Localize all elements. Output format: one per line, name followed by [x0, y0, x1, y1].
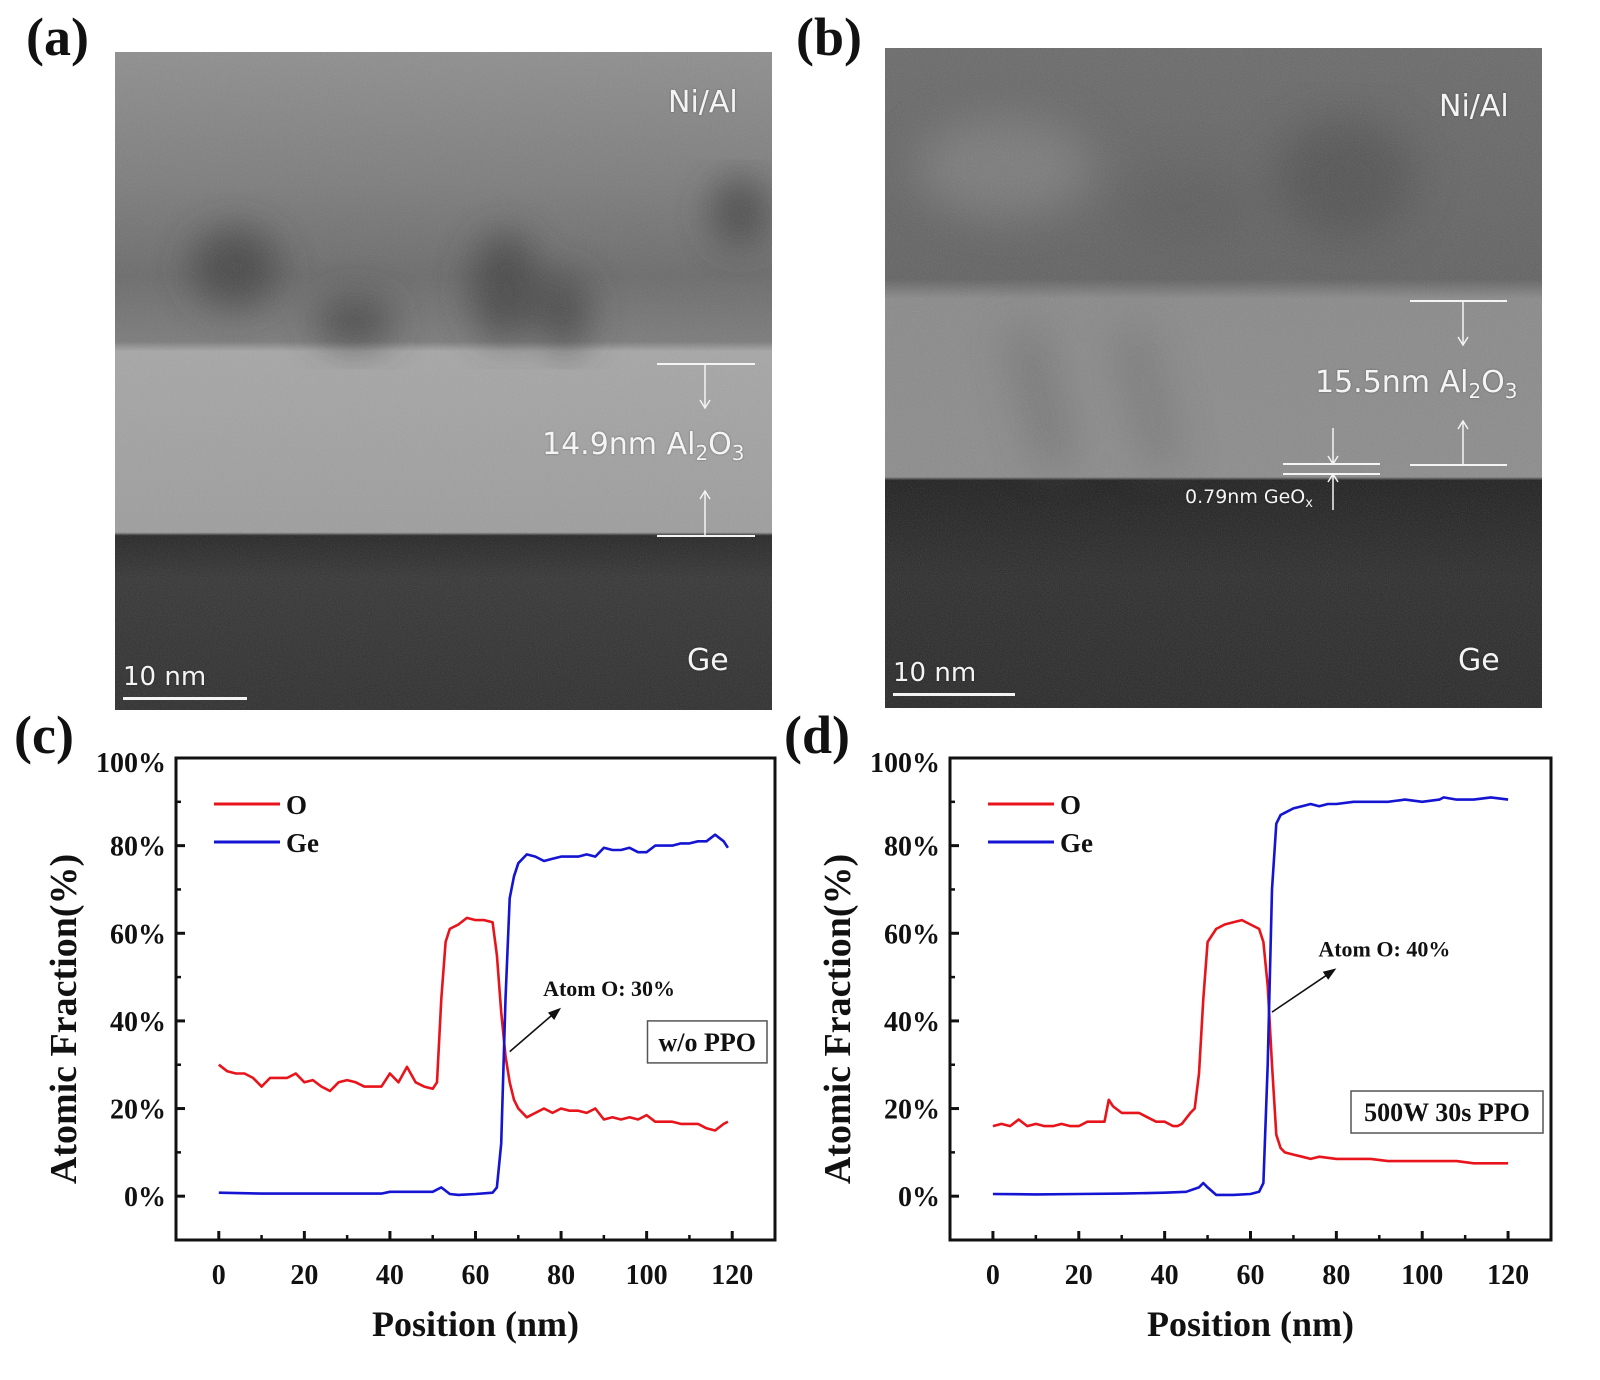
tem-micrograph-b: [885, 48, 1542, 708]
x-tick-label: 0: [986, 1260, 1000, 1291]
x-tick-label: 80: [547, 1260, 575, 1291]
interlayer-label-b: 0.79nm GeOx: [1185, 486, 1313, 511]
annotation-text: Atom O: 30%: [543, 976, 675, 1001]
x-tick-label: 20: [1065, 1260, 1093, 1291]
x-tick-label: 120: [711, 1260, 753, 1291]
panel-label-c: (c): [14, 705, 74, 765]
layer-label-ni-al-a: Ni/Al: [668, 85, 738, 120]
y-tick-label: 100%: [870, 748, 940, 779]
layer-label-ni-al-b: Ni/Al: [1439, 89, 1509, 124]
thickness-label-b: 15.5nm Al2O3: [1315, 365, 1518, 403]
chart-d: 0% 20% 40% 60% 80% 100% 0 20 40 60 80 100 120 Positio…: [775, 720, 1600, 1380]
thickness-label-a: 14.9nm Al2O3: [542, 427, 745, 465]
y-tick-label: 60%: [884, 919, 940, 950]
tem-image-a: Ni/Al Ge 14.9nm Al2O3 10 nm: [115, 52, 772, 710]
tem-micrograph-a: [115, 52, 772, 710]
y-axis-label: Atomic Fraction(%): [817, 854, 859, 1184]
y-tick-label: 20%: [110, 1095, 166, 1126]
layer-label-ge-b: Ge: [1458, 643, 1500, 678]
x-tick-label: 40: [376, 1260, 404, 1291]
y-tick-label: 0%: [898, 1182, 940, 1213]
scale-bar-a: [123, 697, 247, 700]
annotation-text: Atom O: 40%: [1318, 936, 1450, 961]
y-tick-label: 40%: [884, 1007, 940, 1038]
legend-label-ge: Ge: [286, 828, 319, 858]
y-tick-label: 100%: [96, 748, 166, 779]
plot-frame: [948, 756, 1553, 1242]
annotation-arrow: [1271, 970, 1333, 1013]
x-tick-label: 100: [626, 1260, 668, 1291]
x-tick-label: 40: [1151, 1260, 1179, 1291]
tem-image-b: Ni/Al Ge 15.5nm Al2O3 0.79nm GeOx 10 nm: [885, 48, 1542, 708]
line-chart-c: 0% 20% 40% 60% 80% 100% 0 20 40 60 80 100 120 Positio…: [43, 748, 777, 1344]
series-ge-line: [218, 833, 729, 1197]
series-o-line: [992, 918, 1509, 1165]
y-tick-label: 80%: [110, 832, 166, 863]
sample-label-box: [646, 1020, 768, 1064]
legend-label-o: O: [1060, 790, 1081, 820]
series-ge-line: [992, 796, 1509, 1197]
layer-label-ge-a: Ge: [687, 643, 729, 678]
sample-label-box: [1350, 1090, 1544, 1134]
y-tick-label: 20%: [884, 1095, 940, 1126]
line-chart-d: 0% 20% 40% 60% 80% 100% 0 20 40 60 80 100 120 Positio…: [817, 748, 1553, 1344]
x-axis-label: Position (nm): [1147, 1304, 1354, 1344]
legend-label-o: O: [286, 790, 307, 820]
x-tick-label: 60: [462, 1260, 490, 1291]
y-tick-label: 40%: [110, 1007, 166, 1038]
scale-bar-b: [893, 693, 1015, 696]
sample-label: 500W 30s PPO: [1364, 1098, 1530, 1127]
x-tick-label: 120: [1487, 1260, 1529, 1291]
y-tick-label: 60%: [110, 919, 166, 950]
scale-bar-label-a: 10 nm: [123, 662, 207, 692]
x-tick-label: 0: [212, 1260, 226, 1291]
panel-label-d: (d): [784, 705, 850, 765]
plot-frame: [174, 756, 777, 1242]
x-tick-label: 20: [290, 1260, 318, 1291]
legend-label-ge: Ge: [1060, 828, 1093, 858]
arrowhead-icon: [547, 1007, 562, 1020]
series-o-line: [218, 916, 729, 1132]
panel-label-b: (b): [796, 7, 862, 67]
x-tick-label: 80: [1322, 1260, 1350, 1291]
x-tick-label: 60: [1237, 1260, 1265, 1291]
annotation-arrow: [509, 1010, 558, 1053]
chart-c: 0% 20% 40% 60% 80% 100% 0 20 40 60 80 100 120 Positio…: [0, 720, 800, 1380]
sample-label: w/o PPO: [659, 1028, 757, 1057]
panel-label-a: (a): [26, 7, 89, 67]
y-tick-label: 0%: [124, 1182, 166, 1213]
y-axis-label: Atomic Fraction(%): [43, 854, 85, 1184]
y-tick-label: 80%: [884, 832, 940, 863]
x-axis-label: Position (nm): [372, 1304, 579, 1344]
arrowhead-icon: [1322, 968, 1337, 980]
x-tick-label: 100: [1401, 1260, 1443, 1291]
scale-bar-label-b: 10 nm: [893, 658, 977, 688]
